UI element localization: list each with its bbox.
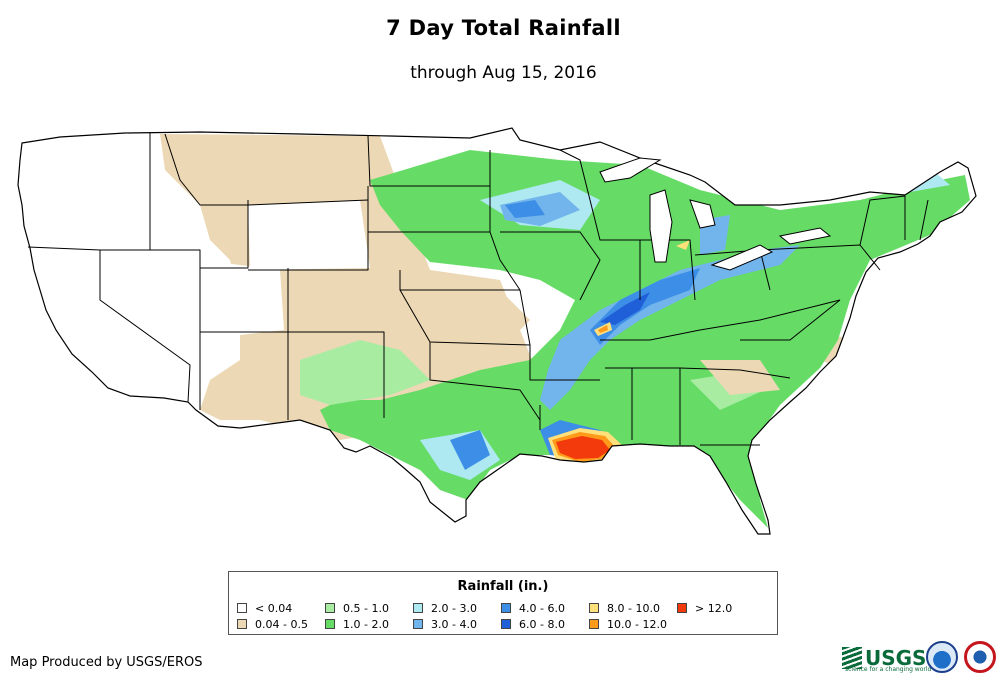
map-title: 7 Day Total Rainfall — [386, 16, 621, 40]
legend-item: 6.0 - 8.0 — [501, 617, 565, 631]
legend-title: Rainfall (in.) — [457, 579, 549, 594]
rainfall-map — [17, 127, 977, 535]
usgs-mark-icon — [842, 647, 862, 669]
legend-label: 4.0 - 6.0 — [519, 601, 565, 615]
legend-swatch — [501, 603, 511, 613]
credit-text: Map Produced by USGS/EROS — [10, 655, 203, 670]
agency-logos: USGS science for a changing world — [842, 636, 1002, 686]
legend-swatch — [589, 603, 599, 613]
legend-item: 4.0 - 6.0 — [501, 601, 565, 615]
legend-item: 0.5 - 1.0 — [325, 601, 389, 615]
nws-seal-icon — [964, 641, 996, 673]
usgs-wordmark: USGS — [865, 646, 927, 670]
legend-swatch — [237, 603, 247, 613]
legend-label: > 12.0 — [695, 601, 733, 615]
map-subtitle: through Aug 15, 2016 — [410, 63, 597, 83]
legend-swatch — [501, 619, 511, 629]
legend-label: 1.0 - 2.0 — [343, 617, 389, 631]
legend-label: 3.0 - 4.0 — [431, 617, 477, 631]
legend-label: 2.0 - 3.0 — [431, 601, 477, 615]
usgs-logo: USGS — [842, 642, 926, 674]
legend-label: 8.0 - 10.0 — [607, 601, 660, 615]
legend-item: 1.0 - 2.0 — [325, 617, 389, 631]
legend-item: < 0.04 — [237, 601, 292, 615]
legend-label: 10.0 - 12.0 — [607, 617, 667, 631]
legend-item: 0.04 - 0.5 — [237, 617, 308, 631]
legend-item: 8.0 - 10.0 — [589, 601, 660, 615]
legend-swatch — [325, 619, 335, 629]
legend-label: 0.04 - 0.5 — [255, 617, 308, 631]
legend: Rainfall (in.) < 0.04 0.04 - 0.5 0.5 - 1.0… — [228, 571, 778, 635]
legend-swatch — [413, 603, 423, 613]
noaa-seal-icon — [926, 641, 958, 673]
legend-label: < 0.04 — [255, 601, 293, 615]
legend-swatch — [237, 619, 247, 629]
legend-label: 6.0 - 8.0 — [519, 617, 565, 631]
usgs-tagline: science for a changing world — [845, 666, 932, 673]
legend-item: 3.0 - 4.0 — [413, 617, 477, 631]
legend-item: > 12.0 — [677, 601, 732, 615]
legend-item: 10.0 - 12.0 — [589, 617, 667, 631]
legend-item: 2.0 - 3.0 — [413, 601, 477, 615]
legend-swatch — [589, 619, 599, 629]
legend-swatch — [413, 619, 423, 629]
legend-label: 0.5 - 1.0 — [343, 601, 389, 615]
legend-swatch — [677, 603, 687, 613]
legend-swatch — [325, 603, 335, 613]
